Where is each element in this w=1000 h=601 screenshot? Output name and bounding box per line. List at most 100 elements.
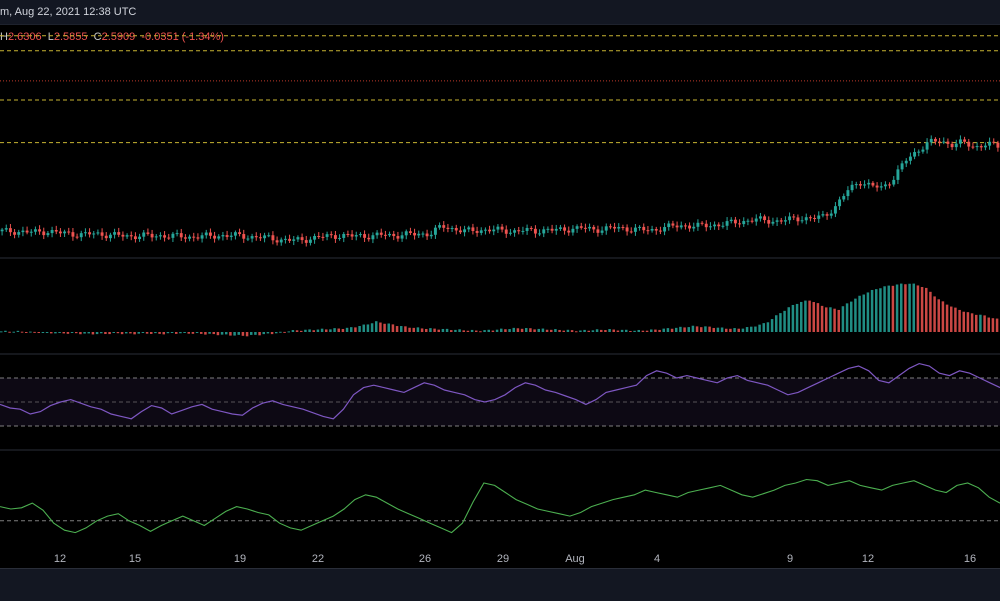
candle-body bbox=[200, 235, 204, 239]
histogram-bar bbox=[975, 314, 978, 332]
histogram-bar bbox=[120, 332, 124, 335]
histogram-bar bbox=[304, 329, 307, 332]
candle-body bbox=[738, 223, 742, 225]
histogram-bar bbox=[504, 329, 507, 332]
candle-body bbox=[300, 237, 304, 241]
candle-body bbox=[363, 234, 367, 238]
candle-body bbox=[29, 231, 33, 233]
candle-body bbox=[600, 230, 604, 233]
histogram-bar bbox=[320, 328, 324, 332]
candle-body bbox=[158, 235, 162, 237]
candle-body bbox=[392, 233, 396, 237]
candle-body bbox=[971, 146, 975, 148]
candle-body bbox=[292, 239, 296, 241]
histogram-bar bbox=[208, 332, 211, 334]
candle-body bbox=[617, 227, 621, 229]
histogram-bar bbox=[620, 329, 624, 332]
histogram-bar bbox=[495, 329, 499, 332]
histogram-bar bbox=[329, 329, 332, 332]
histogram-bar bbox=[254, 332, 257, 335]
candle-body bbox=[263, 235, 267, 239]
candle-body bbox=[946, 141, 950, 144]
candle-body bbox=[267, 235, 271, 237]
histogram-bar bbox=[437, 329, 440, 332]
candle-body bbox=[121, 234, 125, 237]
candle-body bbox=[458, 230, 462, 233]
chart-canvas[interactable]: 12 15 19 22 26 29 Aug 4 9 12 16 bbox=[0, 24, 1000, 568]
histogram-bar bbox=[587, 330, 590, 332]
histogram-bar bbox=[358, 326, 361, 332]
histogram-bar bbox=[487, 329, 490, 332]
candle-body bbox=[325, 234, 329, 237]
candle-body bbox=[521, 230, 525, 232]
histogram-bar bbox=[579, 330, 582, 332]
x-tick-label: 4 bbox=[654, 553, 660, 565]
histogram-bar bbox=[600, 329, 603, 332]
candle-body bbox=[775, 220, 779, 222]
candle-body bbox=[825, 214, 829, 216]
candle-body bbox=[46, 233, 50, 236]
candle-body bbox=[654, 229, 658, 231]
candle-body bbox=[542, 229, 546, 234]
candle-body bbox=[217, 236, 221, 239]
histogram-bar bbox=[175, 332, 178, 334]
histogram-bar bbox=[183, 332, 186, 333]
candle-body bbox=[433, 227, 437, 235]
candle-body bbox=[608, 226, 612, 228]
candle-body bbox=[708, 226, 712, 228]
candle-body bbox=[913, 152, 917, 157]
candle-body bbox=[375, 232, 379, 236]
candle-body bbox=[788, 216, 792, 221]
histogram-bar bbox=[241, 332, 245, 336]
close-value: 2.5909 bbox=[101, 31, 136, 43]
histogram-bar bbox=[879, 288, 882, 332]
histogram-bar bbox=[670, 328, 674, 332]
candle-body bbox=[742, 221, 746, 225]
candle-body bbox=[154, 236, 158, 238]
histogram-bar bbox=[333, 328, 336, 332]
candle-body bbox=[192, 236, 196, 238]
candle-body bbox=[388, 233, 392, 236]
candle-body bbox=[904, 160, 908, 164]
histogram-bar bbox=[150, 332, 153, 334]
candle-body bbox=[0, 229, 4, 232]
candle-body bbox=[329, 234, 333, 236]
candle-body bbox=[725, 221, 729, 226]
candle-body bbox=[675, 225, 679, 228]
candle-body bbox=[342, 233, 346, 238]
histogram-bar bbox=[287, 331, 290, 333]
histogram-bar bbox=[658, 329, 661, 332]
histogram-bar bbox=[370, 323, 374, 332]
histogram-bar bbox=[558, 329, 561, 332]
histogram-bar bbox=[954, 307, 957, 332]
histogram-bar bbox=[450, 330, 453, 332]
histogram-bar bbox=[829, 307, 832, 332]
candle-body bbox=[954, 143, 958, 148]
histogram-bar bbox=[987, 317, 990, 332]
histogram-bar bbox=[225, 332, 228, 335]
candle-body bbox=[979, 146, 983, 148]
histogram-bar bbox=[33, 331, 36, 333]
histogram-bar bbox=[712, 327, 715, 332]
histogram-bar bbox=[737, 328, 740, 332]
histogram-bar bbox=[554, 329, 557, 332]
candle-body bbox=[283, 238, 287, 240]
histogram-bar bbox=[395, 326, 399, 332]
histogram-bar bbox=[162, 332, 165, 335]
histogram-bar bbox=[958, 309, 961, 332]
histogram-bar bbox=[866, 292, 870, 332]
candle-body bbox=[96, 232, 100, 234]
low-value: 2.5855 bbox=[53, 31, 88, 43]
histogram-bar bbox=[8, 331, 11, 333]
candle-body bbox=[350, 234, 354, 237]
histogram-bar bbox=[895, 284, 899, 332]
histogram-bar bbox=[187, 332, 190, 334]
histogram-bar bbox=[841, 306, 845, 332]
histogram-bar bbox=[637, 329, 640, 332]
candle-body bbox=[908, 156, 912, 161]
histogram-bar bbox=[625, 329, 628, 332]
candle-body bbox=[408, 231, 412, 233]
histogram-bar bbox=[516, 328, 520, 332]
histogram-bar bbox=[979, 314, 982, 332]
candle-body bbox=[813, 218, 817, 220]
